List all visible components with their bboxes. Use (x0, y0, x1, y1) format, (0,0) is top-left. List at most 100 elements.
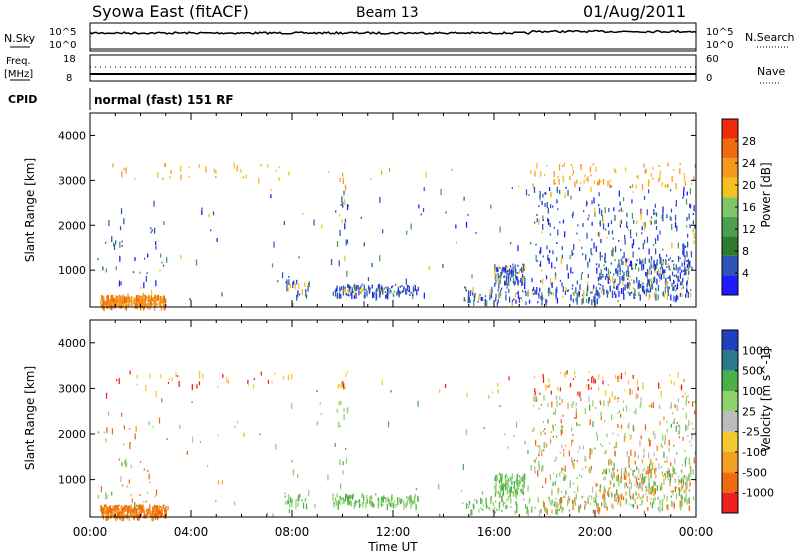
power-cell (574, 181, 576, 188)
power-cell (552, 250, 554, 255)
power-cell (138, 297, 140, 304)
power-cell (140, 295, 142, 298)
velocity-cell (259, 433, 261, 436)
power-cell (659, 170, 661, 175)
velocity-cell (634, 484, 636, 487)
velocity-ytick-label: 4000 (58, 337, 86, 350)
velocity-cell (616, 489, 618, 496)
power-cell (572, 298, 574, 303)
velocity-cell (589, 447, 591, 454)
velocity-cell (572, 482, 575, 485)
power-cell (530, 242, 532, 245)
power-cell (612, 292, 614, 298)
power-cell (681, 269, 683, 272)
velocity-cell (639, 497, 641, 500)
velocity-cell (600, 411, 602, 418)
power-cell (631, 244, 634, 249)
power-cell (621, 258, 623, 265)
power-cell (681, 262, 683, 267)
velocity-cell (611, 391, 613, 398)
velocity-cell (399, 498, 401, 503)
power-cell (107, 294, 109, 301)
velocity-cell (97, 431, 100, 434)
velocity-cell (555, 395, 558, 400)
velocity-cell (684, 392, 686, 395)
power-cell (648, 290, 650, 293)
power-cell (689, 188, 692, 195)
velocity-cell (161, 512, 163, 515)
velocity-cell (615, 442, 617, 449)
velocity-cell (333, 501, 335, 508)
velocity-cell (678, 436, 681, 439)
power-heatmap-cells (97, 162, 696, 312)
power-cell (629, 229, 632, 236)
power-cell (534, 170, 536, 177)
velocity-cell (613, 466, 615, 471)
power-cell (544, 203, 546, 207)
power-cell (489, 294, 491, 301)
power-cell (667, 263, 669, 266)
power-cell (582, 223, 584, 227)
velocity-cell (597, 483, 599, 486)
velocity-cell (687, 434, 689, 437)
velocity-cell (146, 510, 148, 515)
velocity-cell (365, 502, 367, 509)
power-cell (535, 254, 537, 261)
velocity-cell (555, 497, 557, 500)
velocity-cell (474, 498, 476, 501)
velocity-cell (497, 382, 499, 387)
velocity-cell (675, 486, 677, 489)
velocity-cell (297, 474, 299, 479)
power-cell (305, 294, 308, 299)
velocity-cell (505, 473, 507, 476)
power-cell (602, 274, 604, 278)
velocity-cell (635, 477, 638, 484)
power-cell (160, 304, 163, 311)
power-cell (502, 266, 504, 273)
velocity-cell (109, 506, 111, 513)
power-cell (472, 287, 474, 294)
power-cell (551, 282, 553, 289)
velocity-cell (617, 474, 620, 481)
velocity-cell (617, 424, 619, 428)
power-cell (405, 288, 407, 295)
velocity-cell (605, 468, 608, 475)
velocity-cell (284, 495, 286, 498)
power-cell (665, 259, 667, 265)
power-cell (506, 267, 508, 271)
power-cell (684, 175, 686, 182)
velocity-cell (222, 373, 224, 378)
power-cell (598, 283, 600, 285)
power-cell (631, 291, 633, 294)
power-cell (688, 292, 690, 295)
power-cell (609, 184, 611, 189)
velocity-cell (620, 493, 622, 500)
velocity-cell (623, 436, 626, 443)
power-cell (587, 285, 589, 292)
velocity-cell (585, 503, 587, 506)
power-cell (371, 284, 373, 289)
velocity-cell (164, 510, 166, 516)
power-cell (139, 305, 141, 308)
velocity-cell (680, 489, 682, 492)
power-cell (143, 304, 145, 307)
power-cell (651, 283, 653, 290)
velocity-cell (103, 513, 105, 516)
power-cell (693, 176, 695, 181)
velocity-cell (610, 480, 612, 485)
velocity-cell (577, 450, 579, 453)
velocity-cell (334, 497, 337, 502)
velocity-cell (105, 493, 107, 500)
velocity-cell (512, 490, 515, 497)
power-cell (629, 260, 632, 267)
power-cell (504, 271, 506, 274)
velocity-cell (498, 479, 500, 484)
power-cell (683, 273, 685, 276)
power-cell (363, 242, 365, 247)
velocity-cell (494, 511, 497, 514)
power-cell (157, 172, 159, 178)
power-cell (162, 301, 164, 304)
power-cell (633, 219, 635, 224)
velocity-cell (688, 478, 690, 481)
velocity-cell (620, 376, 622, 379)
